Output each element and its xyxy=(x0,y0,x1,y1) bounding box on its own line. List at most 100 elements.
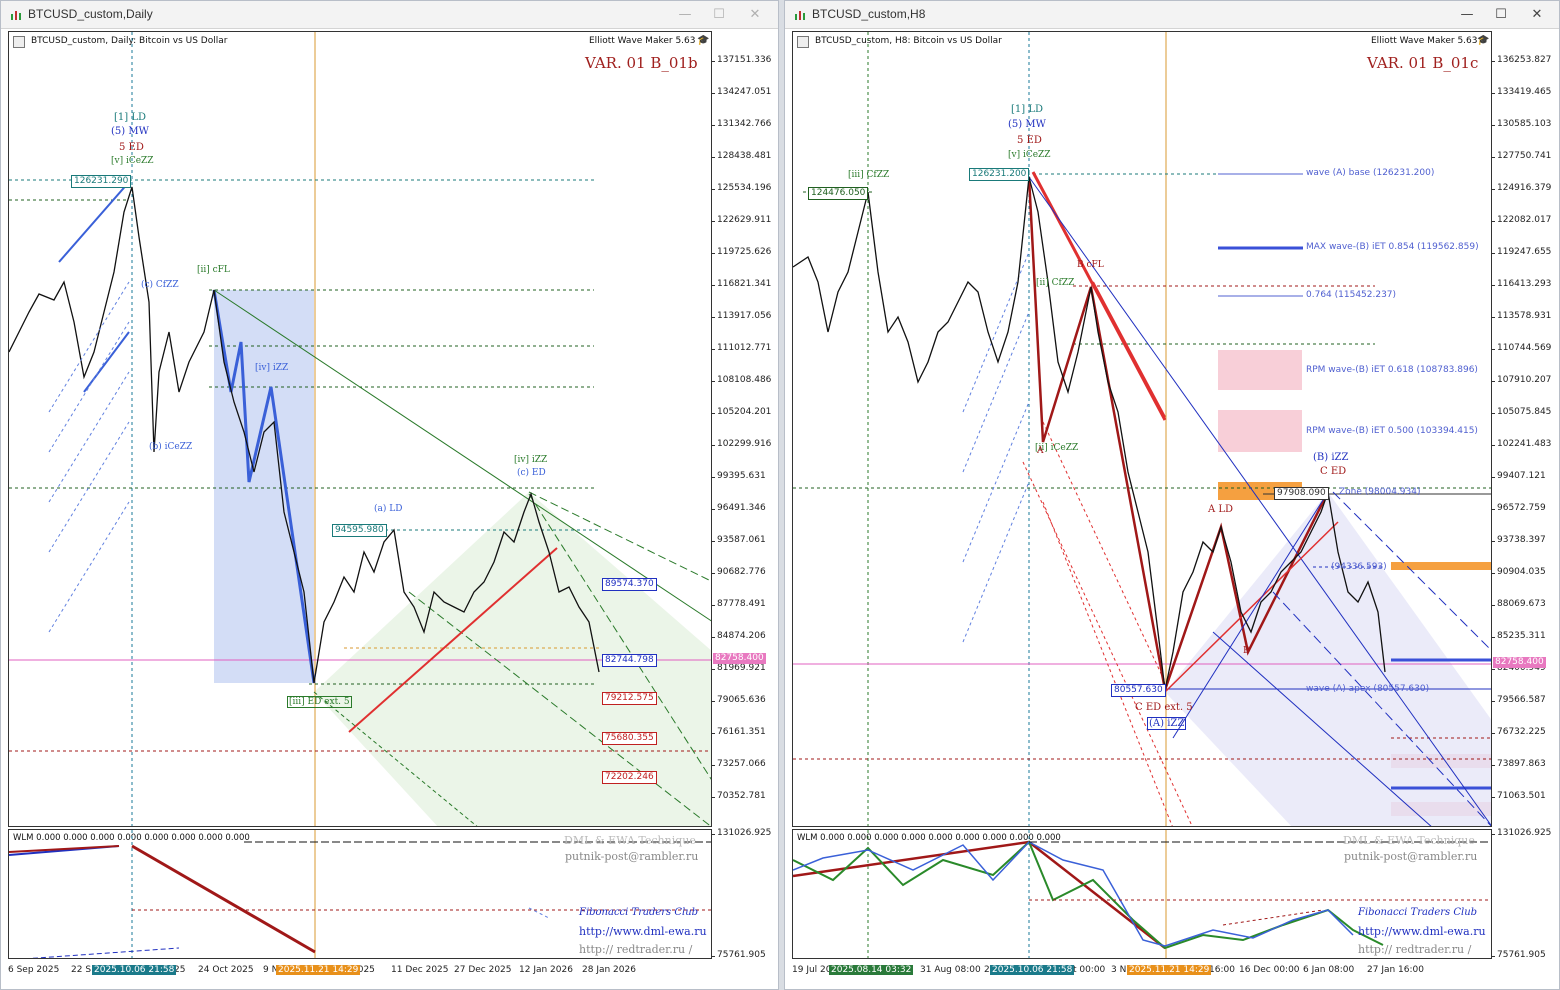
wave-label-ii-cfl: [ii] cFL xyxy=(197,265,230,275)
price-axis[interactable]: 137151.336 134247.051 131342.766 128438.481… xyxy=(711,31,779,827)
price-axis-tick: 88069.673 xyxy=(1492,599,1546,609)
chart-window-h8[interactable]: BTCUSD_custom,H8 — ☐ ✕ BTCUSD_custom, H8… xyxy=(784,0,1560,990)
wave-label-5-ed: 5 ED xyxy=(119,142,144,153)
price-axis-tick: 127750.741 xyxy=(1491,151,1552,161)
current-price-tag: 82758.400 xyxy=(713,653,766,664)
wave-label-a-small: A xyxy=(1037,446,1044,456)
brand-credit: DML & EWA Technique xyxy=(1343,834,1475,847)
price-axis-tick: 113917.056 xyxy=(711,311,772,321)
price-axis-tick: 82400.949 xyxy=(1492,663,1546,673)
window-titlebar[interactable]: BTCUSD_custom,H8 — ☐ ✕ xyxy=(785,1,1559,29)
wave-label-c-ed-ext: C ED ext. 5 xyxy=(1135,702,1193,713)
price-axis-tick: 79065.636 xyxy=(712,695,766,705)
wave-label-iii-ed-ext: [iii] ED ext. 5 xyxy=(287,696,352,708)
price-axis-tick: 73257.066 xyxy=(712,759,766,769)
price-chart[interactable]: BTCUSD_custom, H8: Bitcoin vs US Dollar … xyxy=(792,31,1492,827)
wlm-values: WLM 0.000 0.000 0.000 0.000 0.000 0.000 … xyxy=(13,833,250,843)
price-axis-tick: 134247.051 xyxy=(711,87,772,97)
price-axis-tick: 93587.061 xyxy=(712,535,766,545)
price-axis-tick: 124916.379 xyxy=(1491,183,1552,193)
price-axis-tick: 84874.206 xyxy=(712,631,766,641)
club-credit: Fibonacci Traders Club xyxy=(1358,907,1478,918)
price-axis-tick: 96572.759 xyxy=(1492,503,1546,513)
minimize-button[interactable]: — xyxy=(1460,7,1474,22)
price-axis-tick: 113578.931 xyxy=(1491,311,1552,321)
wlm-drawing xyxy=(9,830,711,958)
indicator-name: Elliott Wave Maker 5.63 xyxy=(589,36,696,46)
fib-label-rpm-0618: RPM wave-(B) iET 0.618 (108783.896) xyxy=(1306,365,1478,375)
price-axis-tick: 107910.207 xyxy=(1491,375,1552,385)
crosshair-time-tag-orange: 2025.11.21 14:29 xyxy=(1127,965,1212,975)
wlm-drawing xyxy=(793,830,1491,958)
maximize-button[interactable]: ☐ xyxy=(1495,7,1507,22)
symbol-description: BTCUSD_custom, H8: Bitcoin vs US Dollar xyxy=(815,36,1002,46)
wave-label-c-cfzz: (c) CfZZ xyxy=(141,280,179,290)
price-axis-tick: 71063.501 xyxy=(1492,791,1546,801)
symbol-icon xyxy=(797,36,809,48)
window-titlebar[interactable]: BTCUSD_custom,Daily — ☐ ✕ xyxy=(1,1,778,29)
price-axis-tick: 119247.655 xyxy=(1491,247,1552,257)
price-drawing xyxy=(9,32,711,826)
wave-label-a-ld: (a) LD xyxy=(374,504,403,514)
time-axis[interactable]: 19 Jul 20 31 Aug 08:00 2 ct 00:00 3 N 16… xyxy=(792,965,1424,975)
wlm-indicator-pane[interactable]: WLM 0.000 0.000 0.000 0.000 0.000 0.000 … xyxy=(8,829,712,959)
price-axis-tick: 99407.121 xyxy=(1492,471,1546,481)
wlm-values: WLM 0.000 0.000 0.000 0.000 0.000 0.000 … xyxy=(797,833,1061,843)
website-link-1[interactable]: http://www.dml-ewa.ru xyxy=(1358,925,1486,938)
wlm-indicator-pane[interactable]: WLM 0.000 0.000 0.000 0.000 0.000 0.000 … xyxy=(792,829,1492,959)
price-axis-tick: 81969.921 xyxy=(712,663,766,673)
fib-label-rpm-0500: RPM wave-(B) iET 0.500 (103394.415) xyxy=(1306,426,1478,436)
wave-label-c-ed: (c) ED xyxy=(517,468,546,478)
price-box-iii: 124476.050 xyxy=(808,187,869,200)
wave-label-a-izz: (A) iZZ xyxy=(1147,717,1187,730)
brand-credit: DML & EWA Technique xyxy=(564,834,696,847)
wave-label-iv-izz: [iv] iZZ xyxy=(514,455,548,465)
wave-label-v-icezz: [v] iCeZZ xyxy=(111,156,154,166)
price-axis-tick: 133419.465 xyxy=(1491,87,1552,97)
price-axis-tick: 93738.397 xyxy=(1492,535,1546,545)
fib-label-wave-a-apex: wave (A) apex (80557.630) xyxy=(1306,684,1430,694)
price-axis-tick: 110744.569 xyxy=(1491,343,1552,353)
price-axis-tick: 102241.483 xyxy=(1491,439,1552,449)
wave-label-5-ed: 5 ED xyxy=(1017,135,1042,146)
time-axis[interactable]: 6 Sep 2025 22 S 25 24 Oct 2025 9 N 2025 … xyxy=(8,965,636,975)
price-axis-tick: 130585.103 xyxy=(1491,119,1552,129)
window-title: BTCUSD_custom,H8 xyxy=(812,7,926,21)
price-axis-tick: 116413.293 xyxy=(1491,279,1552,289)
price-axis-tick: 73897.863 xyxy=(1492,759,1546,769)
website-link-2[interactable]: http:// redtrader.ru / xyxy=(579,943,693,956)
minimize-button[interactable]: — xyxy=(678,7,692,22)
crosshair-time-tag-blue: 2025.10.06 21:58 xyxy=(92,965,177,975)
price-axis-tick: 108108.486 xyxy=(711,375,772,385)
fib-label-max-wave-b: MAX wave-(B) iET 0.854 (119562.859) xyxy=(1306,242,1479,252)
close-button[interactable]: ✕ xyxy=(1531,7,1543,22)
wave-label-ii-cfzz: [ii] CfZZ xyxy=(1036,278,1075,288)
price-box-target-1: 89574.370 xyxy=(602,578,657,591)
maximize-button[interactable]: ☐ xyxy=(713,7,725,22)
crosshair-time-tag-green: 2025.08.14 03:32 xyxy=(829,965,914,975)
price-axis-tick: 85235.311 xyxy=(1492,631,1546,641)
current-price-tag: 82758.400 xyxy=(1493,657,1546,668)
crosshair-time-tag-blue: 2025.10.06 21:58 xyxy=(990,965,1075,975)
website-link-2[interactable]: http:// redtrader.ru / xyxy=(1358,943,1472,956)
fib-label-wave-a-base: wave (A) base (126231.200) xyxy=(1306,168,1435,178)
close-button[interactable]: ✕ xyxy=(749,7,761,22)
price-chart[interactable]: BTCUSD_custom, Daily: Bitcoin vs US Doll… xyxy=(8,31,712,827)
price-axis-tick: 137151.336 xyxy=(711,55,772,65)
wave-label-1-ld: [1] LD xyxy=(1011,104,1044,115)
price-box-target-4: 75680.355 xyxy=(602,732,657,745)
graduation-cap-icon: 🎓 xyxy=(697,35,710,46)
wave-label-1-ld: [1] LD xyxy=(114,112,147,123)
website-link-1[interactable]: http://www.dml-ewa.ru xyxy=(579,925,707,938)
price-axis[interactable]: 136253.827 133419.465 130585.103 127750.741… xyxy=(1491,31,1559,827)
wave-label-b-small: B xyxy=(1243,646,1250,656)
symbol-icon xyxy=(13,36,25,48)
price-axis-tick: 131342.766 xyxy=(711,119,772,129)
price-axis-tick: 122082.017 xyxy=(1491,215,1552,225)
price-axis-tick: 105075.845 xyxy=(1491,407,1552,417)
wave-label-v-icezz: [v] iCeZZ xyxy=(1008,150,1051,160)
price-box-target-2: 82744.798 xyxy=(602,654,657,667)
chart-window-daily[interactable]: BTCUSD_custom,Daily — ☐ ✕ BTCUSD_custom,… xyxy=(0,0,779,990)
price-box-b-high: 97908.090 xyxy=(1274,487,1329,500)
price-box-a-apex: 80557.630 xyxy=(1111,684,1166,697)
